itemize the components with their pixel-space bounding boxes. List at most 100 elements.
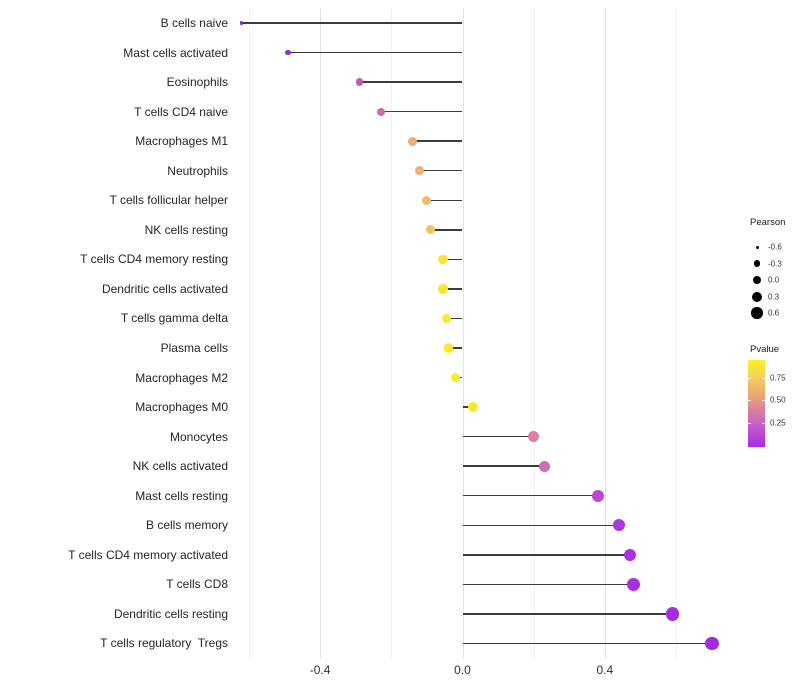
y-axis-label: T cells follicular helper [109,193,229,208]
data-point [623,548,637,562]
gridline-major [462,8,464,658]
lollipop-stem [241,22,463,24]
lollipop-stem [426,199,463,201]
data-point [704,636,719,651]
lollipop-stem [288,51,463,54]
colorbar-tick-mark [748,378,751,379]
lollipop-stem [462,406,474,408]
y-axis-label: T cells CD4 memory activated [68,547,228,562]
lollipop-stem [446,317,463,320]
data-point [441,313,452,324]
y-axis-label: Eosinophils [166,75,228,90]
lollipop-stem [462,613,673,615]
lollipop-stem [442,258,463,261]
pearson-size-label: 0.0 [768,275,780,285]
y-axis-label: Mast cells resting [135,488,228,503]
gridline-minor [676,8,678,658]
y-axis-label: NK cells activated [132,459,228,474]
y-axis-label: T cells CD8 [166,577,228,592]
y-axis-label: Dendritic cells resting [113,606,228,621]
data-point [415,166,425,176]
lollipop-stem [462,495,598,497]
y-axis-label: Macrophages M0 [135,400,228,415]
pvalue-colorbar [748,360,765,447]
y-axis-label: Neutrophils [167,163,228,178]
data-point [408,136,417,146]
lollipop-stem [442,288,463,290]
data-point [438,284,448,294]
y-axis-label: T cells CD4 memory resting [80,252,228,267]
pearson-size-dot [751,307,763,319]
lollipop-stem [462,642,712,645]
pearson-size-dot [753,260,761,267]
data-point [468,402,479,413]
lollipop-stem [412,140,463,142]
y-axis-labels: B cells naive Mast cells activated Eosinop… [0,0,228,700]
lollipop-stem [419,170,463,172]
y-axis-label: T cells CD4 naive [134,104,228,119]
y-axis-label: Plasma cells [160,340,228,355]
y-axis-label: B cells memory [145,518,228,533]
data-point [528,431,540,443]
pearson-size-label: 0.6 [768,308,780,318]
x-axis-tick-label: 0.0 [454,663,471,677]
y-axis-label: Dendritic cells activated [101,281,228,296]
lollipop-stem [462,583,634,586]
lollipop-stem [448,347,463,349]
pearson-size-dot [755,245,759,249]
y-axis-label: Mast cells activated [123,45,228,60]
colorbar-tick-mark [762,422,765,424]
lollipop-stem [462,465,545,467]
data-point [612,519,626,532]
colorbar-tick-mark [748,400,751,402]
data-point [665,607,680,621]
pearson-size-dot [752,291,762,302]
data-point [240,21,244,25]
data-point [422,195,432,205]
data-point [443,343,453,353]
pearson-size-label: -0.6 [768,242,782,252]
lollipop-stem [462,554,630,556]
lollipop-stem [462,524,620,526]
lollipop-stem [380,110,463,113]
lollipop-stem [430,229,463,231]
y-axis-label: T cells gamma delta [120,311,228,326]
legend: Pearson -0.6 -0.3 0.0 0.3 0.6 Pvalue 0.75 0.5… [742,212,800,462]
gridline-major [604,8,606,658]
pvalue-tick-label: 0.50 [770,395,786,405]
y-axis-label: B cells naive [160,16,228,30]
gridline-minor [533,8,535,658]
pvalue-tick-label: 0.25 [770,418,786,428]
pearson-size-label: 0.3 [768,292,780,301]
data-point [285,49,291,56]
pearson-size-dot [752,275,762,285]
x-axis-tick-label: -0.4 [309,663,331,677]
lollipop-stem [359,81,463,83]
x-axis-tick-label: 0.4 [596,663,614,677]
pvalue-legend-title: Pvalue [750,344,780,355]
colorbar-tick-mark [762,378,765,379]
pearson-size-label: -0.3 [768,259,782,268]
lollipop-stem [462,435,534,438]
gridline-minor [248,8,250,658]
colorbar-tick-mark [748,422,751,424]
data-point [591,489,604,502]
data-point [425,225,435,235]
plot-panel [237,8,737,658]
data-point [627,578,640,591]
y-axis-label: Monocytes [169,429,228,444]
data-point [355,78,363,86]
y-axis-label: T cells regulatory Tregs [100,636,228,651]
colorbar-tick-mark [762,400,765,402]
y-axis-label: Macrophages M2 [135,370,228,385]
data-point [438,254,448,265]
data-point [450,372,461,383]
gridline-minor [391,8,393,658]
gridline-major [320,8,322,658]
pvalue-tick-label: 0.75 [770,373,786,383]
data-point [538,460,550,472]
y-axis-label: NK cells resting [144,222,228,237]
pearson-legend-title: Pearson [750,217,786,228]
y-axis-label: Macrophages M1 [135,134,228,149]
